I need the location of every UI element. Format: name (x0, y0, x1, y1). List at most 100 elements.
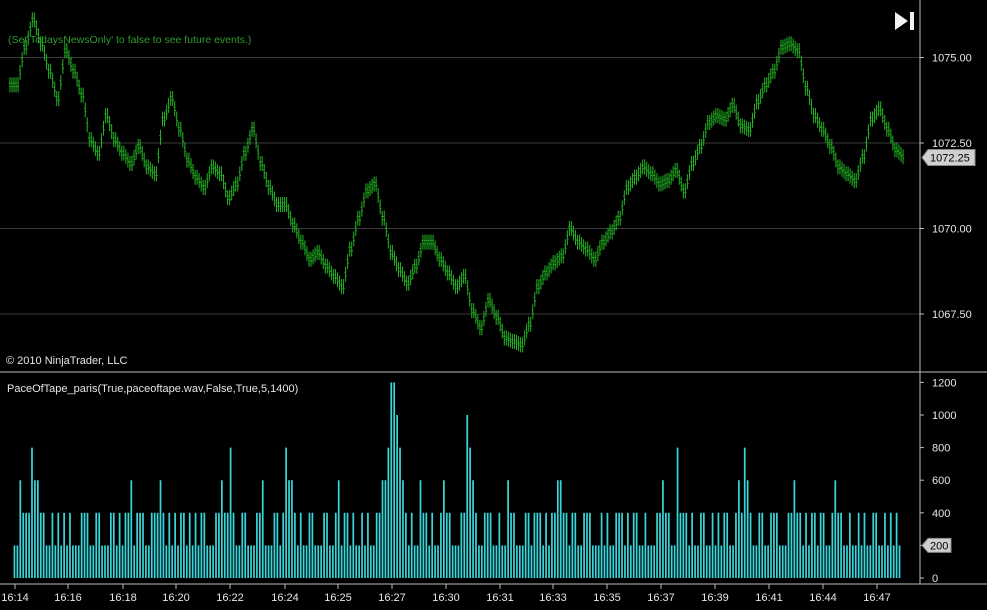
price-point (228, 176, 237, 206)
price-point (700, 114, 709, 154)
time-tick-label: 16:33 (539, 592, 567, 604)
price-point (846, 166, 856, 189)
price-point (374, 176, 384, 226)
price-point (293, 217, 303, 250)
price-point (529, 279, 539, 332)
time-tick-label: 16:14 (1, 592, 29, 604)
price-point (334, 268, 343, 295)
time-tick-label: 16:31 (486, 592, 514, 604)
price-point (456, 268, 465, 295)
price-point (814, 108, 823, 137)
price-point (716, 108, 726, 127)
price-series (8, 12, 905, 353)
price-axis: 1075.00 1072.50 1070.00 1067.50 1072.25 (920, 53, 976, 321)
volume-tick-label: 600 (932, 475, 950, 487)
price-point (49, 63, 58, 107)
time-tick-label: 16:47 (863, 592, 891, 604)
price-point (448, 265, 457, 295)
price-point (244, 121, 254, 161)
price-point (724, 97, 734, 127)
price-point (122, 145, 132, 172)
price-point (41, 36, 50, 79)
volume-tick-label: 800 (932, 443, 950, 455)
price-point (863, 111, 872, 165)
price-point (488, 292, 498, 325)
price-point (399, 262, 408, 291)
price-point (326, 258, 335, 284)
time-tick-label: 16:27 (378, 592, 406, 604)
time-tick-label: 16:18 (109, 592, 137, 604)
price-point (269, 179, 278, 213)
price-point (8, 77, 18, 93)
price-point (521, 316, 530, 353)
price-tick-label: 1075.00 (932, 53, 972, 65)
last-volume-label: 200 (930, 540, 948, 552)
price-point (138, 138, 148, 175)
price-point (692, 138, 701, 172)
price-point (147, 159, 156, 182)
price-point (25, 12, 34, 55)
copyright-label: © 2010 NinjaTrader, LLC (6, 355, 128, 367)
price-point (464, 268, 473, 319)
price-point (57, 43, 67, 107)
price-point (65, 43, 75, 79)
price-gridlines (0, 57, 920, 315)
price-point (350, 210, 360, 257)
time-tick-label: 16:20 (162, 592, 190, 604)
price-point (537, 265, 547, 295)
price-point (757, 77, 766, 110)
time-tick-label: 16:22 (216, 592, 244, 604)
price-point (887, 121, 897, 158)
price-point (895, 142, 905, 165)
price-point (220, 166, 229, 206)
price-point (619, 179, 628, 226)
price-point (749, 94, 758, 137)
news-notice: (Set TodaysNewsOnly' to false to see fut… (8, 34, 252, 46)
price-point (114, 132, 124, 161)
price-point (260, 155, 270, 195)
price-point (659, 173, 669, 192)
price-point (383, 210, 392, 260)
price-point (277, 197, 286, 213)
price-point (252, 121, 262, 172)
price-point (179, 121, 189, 168)
price-point (651, 166, 661, 192)
volume-tick-label: 1200 (932, 377, 956, 389)
indicator-label: PaceOfTape_paris(True,paceoftape.wav,Fal… (7, 383, 299, 395)
volume-tick-label: 1000 (932, 410, 956, 422)
price-point (594, 234, 604, 267)
price-point (480, 292, 490, 336)
time-tick-label: 16:41 (755, 592, 783, 604)
price-point (98, 108, 107, 161)
price-point (667, 162, 677, 189)
price-point (798, 43, 807, 96)
price-point (90, 132, 99, 161)
price-point (130, 138, 140, 172)
price-point (830, 138, 840, 175)
volume-tick-label: 0 (932, 573, 938, 585)
time-axis: 16:14 16:16 16:18 16:20 16:22 16:24 16:25 16:27… (1, 584, 891, 604)
price-point (781, 36, 791, 55)
price-tick-label: 1070.00 (932, 224, 972, 236)
price-point (16, 39, 26, 93)
price-point (822, 121, 831, 154)
price-point (545, 255, 555, 281)
time-tick-label: 16:30 (432, 592, 460, 604)
skip-forward-button[interactable] (893, 10, 917, 32)
time-tick-label: 16:35 (593, 592, 621, 604)
price-point (342, 241, 351, 295)
price-point (838, 159, 848, 182)
price-point (732, 97, 742, 134)
price-point (285, 197, 294, 233)
price-point (586, 241, 596, 267)
price-point (773, 39, 783, 79)
price-point (635, 159, 644, 185)
price-point (73, 63, 83, 103)
time-tick-label: 16:25 (324, 592, 352, 604)
volume-axis: 120010008006004002000200 (920, 377, 956, 585)
price-point (431, 234, 441, 267)
price-point (602, 224, 612, 250)
price-point (171, 91, 180, 137)
price-point (423, 234, 433, 250)
